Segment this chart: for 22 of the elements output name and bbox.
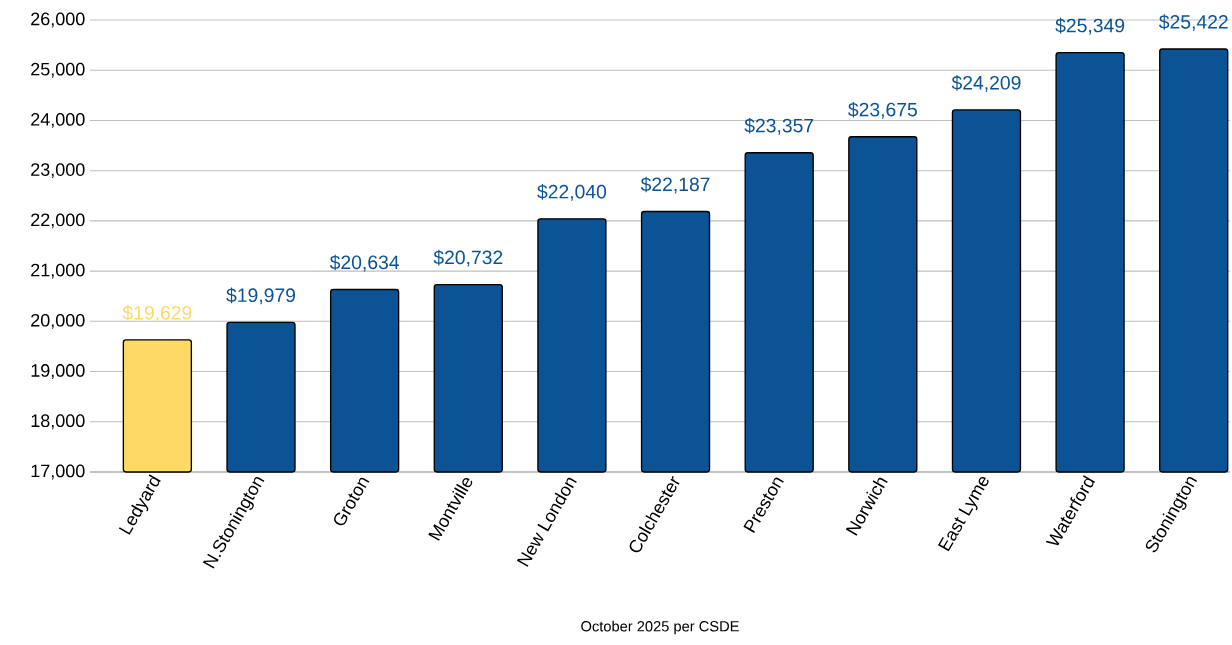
y-tick-label: 19,000	[31, 364, 85, 379]
data-label: $19,629	[122, 305, 192, 322]
y-tick-label: 20,000	[31, 313, 85, 329]
y-tick-label: 22,000	[31, 213, 85, 229]
data-label: $22,040	[537, 184, 607, 201]
y-tick-label: 23,000	[31, 163, 85, 179]
data-label: $24,209	[951, 75, 1021, 92]
data-label: $23,675	[848, 101, 917, 119]
data-label: $20,732	[433, 249, 503, 267]
data-label: $25,349	[1055, 17, 1125, 35]
y-tick-label: 26,000	[31, 12, 85, 28]
data-label: $19,979	[226, 287, 296, 305]
y-tick-label: 17,000	[31, 464, 85, 480]
data-label: $23,357	[744, 117, 814, 135]
x-axis-title: October 2025 per CSDE	[581, 620, 739, 635]
y-tick-label: 18,000	[31, 414, 85, 430]
data-label: $25,422	[1158, 14, 1228, 31]
y-tick-label: 24,000	[31, 113, 85, 128]
y-tick-label: 25,000	[31, 62, 85, 78]
data-label: $20,634	[329, 254, 399, 272]
y-tick-label: 21,000	[31, 263, 85, 279]
data-label: $22,187	[640, 176, 710, 194]
